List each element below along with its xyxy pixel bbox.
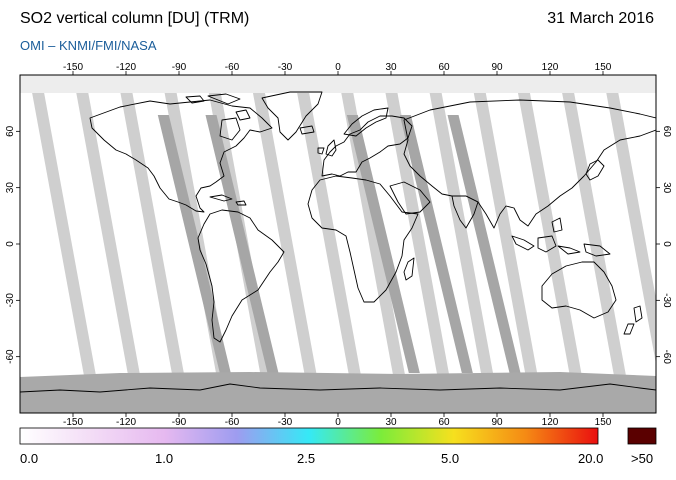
lon-label-bottom: 120 [542, 417, 559, 428]
north-america-coast [89, 99, 273, 213]
lon-label-bottom: 60 [438, 417, 450, 428]
antarctic-no-data [20, 372, 656, 413]
orbit-gap-stripe [338, 75, 412, 413]
europe-coast [321, 115, 413, 177]
lon-label-top: -150 [63, 62, 83, 73]
africa-coast [307, 175, 419, 303]
lon-label-top: -90 [172, 62, 187, 73]
lon-label-bottom: 150 [595, 417, 612, 428]
arctic-islands-coast [185, 93, 251, 121]
lat-label-right: -60 [661, 349, 672, 364]
asia-coast [403, 99, 656, 229]
madagascar-coast [403, 257, 415, 281]
lon-label-bottom: -120 [116, 417, 136, 428]
orbit-gap-stripe [249, 75, 324, 413]
map-date: 31 March 2016 [547, 10, 654, 27]
greenland-coast [261, 91, 323, 141]
lon-label-top: 120 [542, 62, 559, 73]
british-isles-coast [317, 139, 337, 157]
colorbar-label-3: 5.0 [441, 451, 460, 466]
lon-label-bottom: -30 [278, 417, 293, 428]
new-zealand-coast [623, 305, 643, 335]
colorbar-gradient [19, 427, 599, 445]
japan-coast [585, 159, 605, 181]
lat-label-right: 30 [661, 182, 672, 194]
lat-label-right: 0 [661, 241, 672, 247]
lat-label-left: -30 [5, 293, 16, 308]
australia-coast [541, 261, 617, 319]
caribbean-coast [209, 194, 247, 206]
lon-label-top: 90 [491, 62, 503, 73]
lon-label-bottom: -60 [225, 417, 240, 428]
orbit-dark-stripe [447, 115, 521, 373]
orbit-gap-stripe [73, 75, 147, 413]
lon-label-top: 30 [385, 62, 397, 73]
lon-label-bottom: 30 [385, 417, 397, 428]
colorbar-label-5: >50 [631, 451, 654, 466]
lon-label-top: -60 [225, 62, 240, 73]
lon-label-top: 0 [335, 62, 341, 73]
orbit-dark-stripe [157, 115, 231, 373]
coastlines [20, 91, 656, 393]
orbit-gap-stripe [470, 75, 545, 413]
orbit-gap-stripe [293, 75, 368, 413]
iceland-coast [299, 125, 315, 135]
colorbar-label-4: 20.0 [578, 451, 604, 466]
lon-label-top: -120 [116, 62, 136, 73]
orbit-gap-stripe [558, 75, 633, 413]
orbit-gap-stripe [603, 75, 656, 364]
lon-label-bottom: -150 [63, 417, 83, 428]
orbit-gap-stripe [28, 75, 103, 413]
colorbar-label-1: 1.0 [155, 451, 174, 466]
lat-label-right: 60 [661, 126, 672, 138]
lon-label-bottom: 0 [335, 417, 341, 428]
lon-label-bottom: -90 [172, 417, 187, 428]
colorbar-overflow-box [627, 427, 657, 445]
colorbar-label-2: 2.5 [297, 451, 316, 466]
india-coast [451, 195, 479, 229]
orbit-gaps [28, 75, 656, 413]
south-america-coast [197, 209, 285, 343]
indonesia-coast [511, 217, 611, 257]
hudson-bay-coast [219, 117, 241, 141]
orbit-dark-stripe [205, 115, 279, 373]
orbit-gap-stripe [426, 75, 501, 413]
lat-label-right: -30 [661, 293, 672, 308]
antarctica-coast [20, 383, 656, 393]
map-axes: -150 -120 -90 -60 -30 0 30 60 90 120 150 -150 -120 -9… [5, 62, 672, 428]
orbit-gap-stripe [514, 75, 589, 413]
lat-label-left: 30 [5, 182, 16, 194]
orbit-gap-stripe [382, 75, 457, 413]
lat-label-left: 0 [5, 241, 16, 247]
lon-label-bottom: 90 [491, 417, 503, 428]
polar-regions [20, 75, 656, 413]
lat-label-left: 60 [5, 125, 16, 137]
orbit-dark-stripe [399, 115, 473, 373]
arabia-coast [389, 181, 431, 215]
lon-label-top: 60 [438, 62, 450, 73]
lat-label-left: -60 [5, 349, 16, 364]
lon-label-top: -30 [278, 62, 293, 73]
lon-label-top: 150 [595, 62, 612, 73]
data-source: OMI – KNMI/FMI/NASA [20, 38, 157, 53]
map-title: SO2 vertical column [DU] (TRM) [20, 10, 250, 27]
arctic-no-data [20, 75, 656, 93]
colorbar-label-0: 0.0 [20, 451, 39, 466]
scandinavia-coast [343, 107, 389, 137]
